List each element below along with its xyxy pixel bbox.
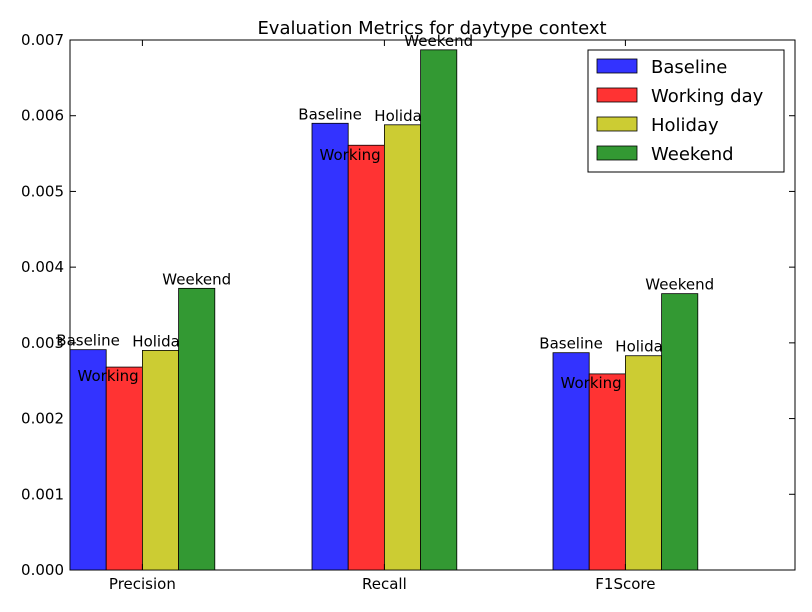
bar-label-weekend-precision: Weekend [162,270,231,288]
legend-label-baseline: Baseline [651,57,727,78]
bar-label-weekend-f1score: Weekend [645,276,714,294]
bar-working-day-f1score [588,373,626,571]
legend-label-weekend: Weekend [651,144,734,165]
y-tick-label: 0.002 [21,410,64,428]
bar-holiday-recall [383,124,421,571]
bar-weekend-f1score [661,293,699,571]
y-tick-label: 0.000 [21,561,64,579]
y-tick-label: 0.001 [21,485,64,503]
y-tick-label: 0.005 [21,182,64,200]
legend-swatch-working-day [596,87,638,103]
legend-swatch-baseline [596,58,638,74]
bar-working-day-recall [347,144,385,571]
y-tick-label: 0.004 [21,258,64,276]
chart-title: Evaluation Metrics for daytype context [257,18,606,39]
bar-baseline-recall [311,122,349,571]
legend-label-working-day: Working day [651,86,764,107]
legend: Baseline Working day Holiday Weekend [587,49,785,173]
bar-weekend-recall [420,49,458,571]
bar-label-baseline-f1score: Baseline [539,335,603,353]
legend-swatch-weekend [596,145,638,161]
bar-holiday-f1score [625,355,663,571]
bar-baseline-f1score [552,352,590,571]
bar-baseline-precision [69,349,107,571]
y-tick-label: 0.007 [21,31,64,49]
plot-area: 0.000 0.001 0.002 0.003 0.004 0.005 0.006 0.007… [21,31,796,593]
bar-label-holiday-precision: Holiday [132,332,189,350]
y-tick-label: 0.006 [21,107,64,125]
bar-label-weekend-recall: Weekend [404,32,473,50]
legend-swatch-holiday [596,116,638,132]
x-tick-label-precision: Precision [109,575,176,593]
bar-label-holiday-f1score: Holiday [615,338,672,356]
bar-working-day-precision [105,366,143,571]
y-tick-label: 0.003 [21,334,64,352]
x-tick-label-recall: Recall [362,575,407,593]
x-tick-label-f1score: F1Score [595,575,655,593]
bar-label-baseline-recall: Baseline [298,105,362,123]
bar-label-holiday-recall: Holiday [374,107,431,125]
legend-label-holiday: Holiday [651,115,719,136]
bar-weekend-precision [178,287,216,571]
bar-label-baseline-precision: Baseline [56,332,120,350]
bar-holiday-precision [141,350,179,571]
